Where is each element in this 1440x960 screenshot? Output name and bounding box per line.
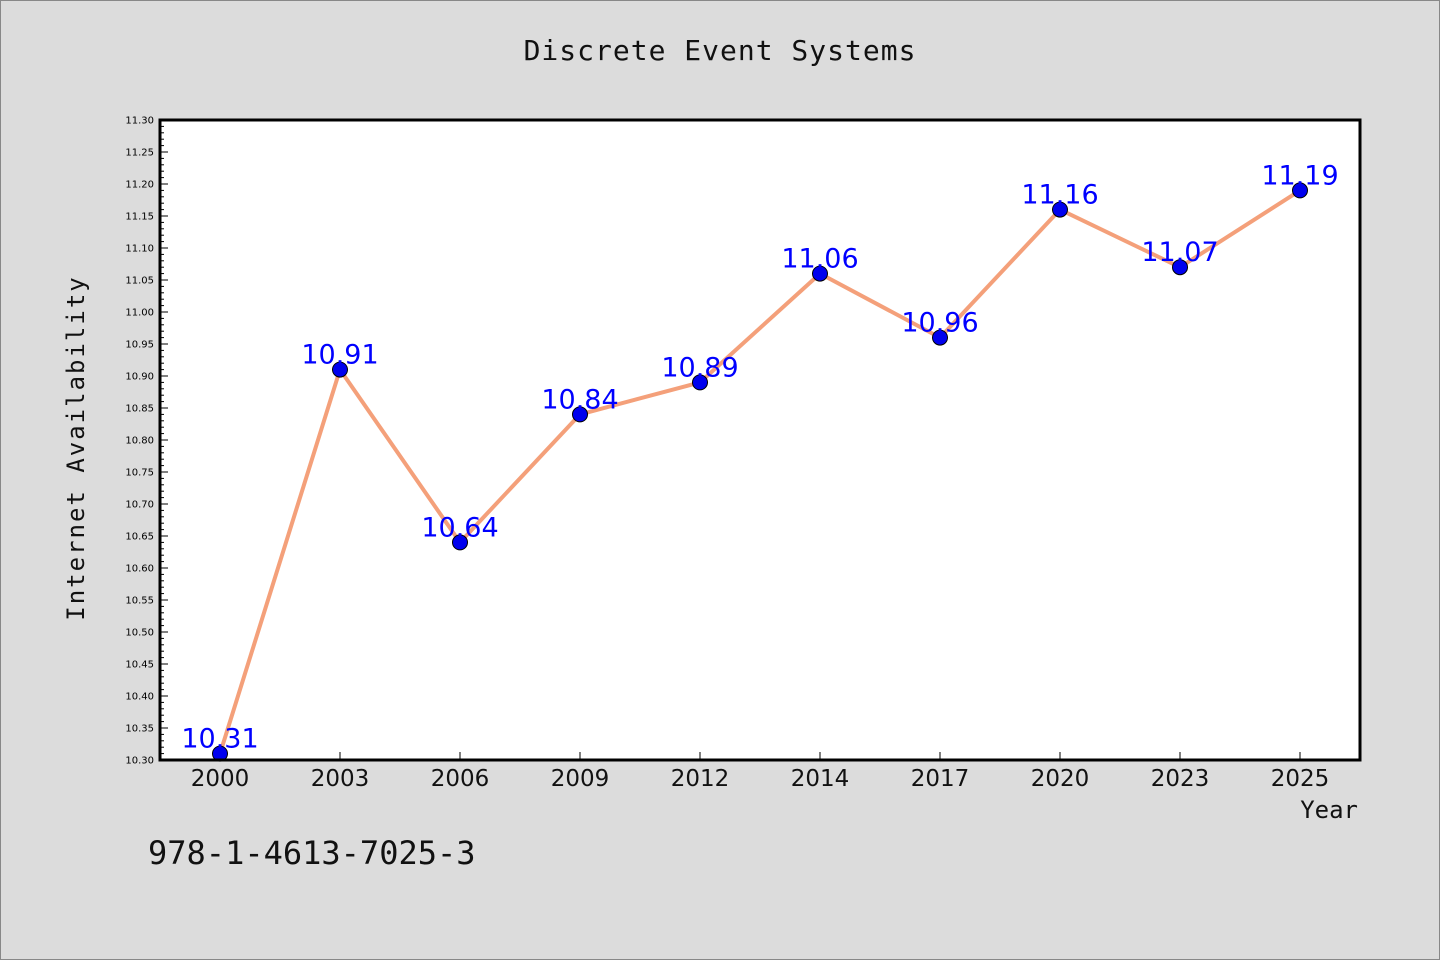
x-tick-label: 2000 (191, 766, 250, 792)
data-label: 10.91 (301, 340, 378, 371)
data-label: 11.06 (781, 244, 858, 275)
y-tick-label: 11.00 (125, 308, 154, 319)
data-point (932, 329, 948, 346)
y-tick-label: 10.90 (125, 372, 154, 383)
y-tick-label: 10.95 (125, 340, 154, 351)
data-label: 10.89 (661, 352, 738, 383)
y-tick-label: 11.20 (125, 180, 154, 191)
data-point (332, 361, 348, 378)
y-tick-label: 11.25 (125, 148, 154, 159)
y-tick-label: 10.35 (125, 724, 154, 735)
x-tick-label: 2014 (791, 766, 850, 792)
x-tick-label: 2012 (671, 766, 730, 792)
plot-frame (158, 118, 1362, 762)
data-point (812, 265, 828, 282)
data-label: 10.31 (181, 724, 258, 755)
y-tick-label: 10.70 (125, 500, 154, 511)
data-point (572, 406, 588, 423)
plot-area (160, 120, 1360, 760)
x-tick-label: 2025 (1271, 766, 1330, 792)
y-tick-label: 10.30 (125, 756, 154, 767)
data-point (1052, 201, 1068, 218)
series-line (218, 188, 1302, 756)
y-tick-label: 10.80 (125, 436, 154, 447)
data-point (1172, 259, 1188, 276)
data-label: 11.19 (1261, 160, 1338, 191)
data-label: 10.96 (901, 308, 978, 339)
data-label: 10.84 (541, 384, 618, 415)
y-tick-label: 10.40 (125, 692, 154, 703)
y-tick-label: 11.15 (125, 212, 154, 223)
data-label: 11.16 (1021, 180, 1098, 211)
data-point (692, 374, 708, 391)
y-tick-label: 10.85 (125, 404, 154, 415)
x-tick-label: 2020 (1031, 766, 1090, 792)
y-tick-label: 11.30 (125, 116, 154, 127)
isbn-text: 978-1-4613-7025-3 (148, 834, 476, 872)
y-tick-label: 10.75 (125, 468, 154, 479)
y-tick-label: 10.50 (125, 628, 154, 639)
data-label: 10.64 (421, 512, 498, 543)
y-tick-label: 10.60 (125, 564, 154, 575)
y-tick-label: 10.55 (125, 596, 154, 607)
data-point (1292, 182, 1308, 199)
x-tick-label: 2009 (551, 766, 610, 792)
x-tick-label: 2023 (1151, 766, 1210, 792)
data-point (452, 534, 468, 551)
x-tick-label: 2003 (311, 766, 370, 792)
x-axis-label: Year (1300, 796, 1358, 824)
chart-title: Discrete Event Systems (523, 34, 917, 67)
data-label: 11.07 (1141, 237, 1218, 268)
x-tick-label: 2006 (431, 766, 490, 792)
x-tick-label: 2017 (911, 766, 970, 792)
y-tick-label: 10.45 (125, 660, 154, 671)
y-tick-label: 10.65 (125, 532, 154, 543)
y-tick-label: 11.10 (125, 244, 154, 255)
y-tick-label: 11.05 (125, 276, 154, 287)
